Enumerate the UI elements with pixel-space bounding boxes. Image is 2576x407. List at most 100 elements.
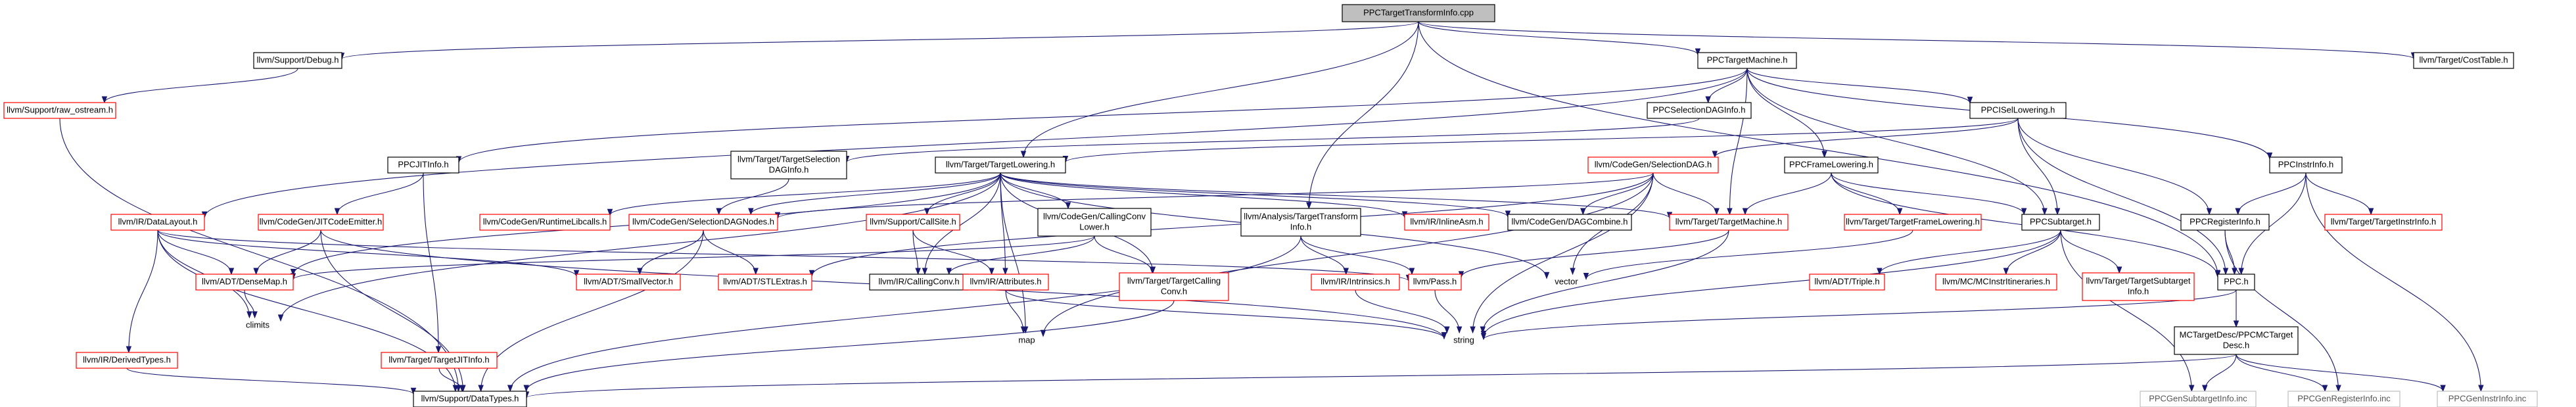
- edge-codegen_selection_dag-to-string: [1470, 172, 1654, 334]
- node-string[interactable]: string: [1444, 333, 1484, 348]
- node-debug[interactable]: llvm/Support/Debug.h: [253, 52, 342, 69]
- node-small-vector[interactable]: llvm/ADT/SmallVector.h: [576, 274, 681, 291]
- edge-frame_lowering-to-ppc_subtarget: [1831, 172, 2027, 216]
- node-selection-dag-nodes[interactable]: llvm/CodeGen/SelectionDAGNodes.h: [628, 214, 778, 231]
- node-frame-lowering[interactable]: PPCFrameLowering.h: [1784, 156, 1879, 174]
- edge-codegen_selection_dag-to-stl_extras: [808, 172, 1654, 277]
- node-ppc-subtarget[interactable]: PPCSubtarget.h: [2021, 214, 2100, 231]
- node-inline-asm[interactable]: llvm/IR/InlineAsm.h: [1404, 214, 1489, 231]
- node-box: [1342, 4, 1495, 22]
- node-analysis-tti[interactable]: llvm/Analysis/TargetTransformInfo.h: [1240, 208, 1361, 237]
- node-box: [479, 214, 611, 231]
- edge-register_info-to-gen_register_info: [2224, 229, 2341, 393]
- node-gen-subtarget-info[interactable]: PPCGenSubtargetInfo.inc: [2140, 391, 2257, 407]
- node-dense-map[interactable]: llvm/ADT/DenseMap.h: [195, 274, 294, 291]
- node-derived-types[interactable]: llvm/IR/DerivedTypes.h: [76, 352, 178, 369]
- edge-target_target_machine-to-pass: [1458, 229, 1729, 279]
- node-raw-ostream[interactable]: llvm/Support/raw_ostream.h: [3, 102, 116, 119]
- edge-frame_lowering-to-target_frame_lowering: [1831, 172, 1903, 216]
- edge-ppc_target_machine-to-selection_dag_info: [1705, 68, 1748, 104]
- edge-ppc_target_machine-to-frame_lowering: [1746, 68, 1827, 158]
- node-box: [1809, 274, 1885, 291]
- node-box: [1587, 156, 1719, 174]
- edge-target_lowering-to-ir_attributes: [1000, 172, 1008, 275]
- node-data-types[interactable]: llvm/Support/DataTypes.h: [413, 391, 527, 407]
- node-isel-lowering[interactable]: PPCISelLowering.h: [1969, 102, 2067, 119]
- edge-mc_target_desc-to-gen_subtarget_info: [2202, 354, 2237, 393]
- node-box: [866, 214, 960, 231]
- node-label: llvm/Target/TargetInstrInfo.h: [2331, 216, 2436, 226]
- node-box: [195, 274, 294, 291]
- node-box: [2140, 391, 2257, 407]
- node-ppc-target-machine[interactable]: PPCTargetMachine.h: [1697, 52, 1797, 69]
- node-stl-extras[interactable]: llvm/ADT/STLExtras.h: [718, 274, 812, 291]
- node-label: llvm/CodeGen/SelectionDAGNodes.h: [632, 216, 774, 226]
- node-target-instr-info[interactable]: llvm/Target/TargetInstrInfo.h: [2324, 214, 2443, 231]
- node-dag-combine[interactable]: llvm/CodeGen/DAGCombine.h: [1507, 214, 1632, 231]
- node-gen-register-info[interactable]: PPCGenRegisterInfo.inc: [2287, 391, 2400, 407]
- node-label: MCTargetDesc/PPCMCTarget: [2180, 329, 2293, 339]
- node-label: llvm/Target/TargetJITInfo.h: [388, 354, 489, 364]
- node-target-jit-info[interactable]: llvm/Target/TargetJITInfo.h: [381, 352, 498, 369]
- node-mc-instr-itineraries[interactable]: llvm/MC/MCInstrItineraries.h: [1935, 274, 2057, 291]
- node-jit-code-emitter[interactable]: llvm/CodeGen/JITCodeEmitter.h: [258, 214, 384, 231]
- node-ir-datalayout[interactable]: llvm/IR/DataLayout.h: [110, 214, 205, 231]
- node-ir-intrinsics[interactable]: llvm/IR/Intrinsics.h: [1311, 274, 1400, 291]
- node-vector[interactable]: vector: [1547, 274, 1586, 290]
- node-climits[interactable]: climits: [235, 318, 281, 333]
- edge-root-to-debug: [339, 21, 1419, 60]
- node-call-site[interactable]: llvm/Support/CallSite.h: [866, 214, 960, 231]
- node-label: llvm/ADT/SmallVector.h: [584, 276, 673, 286]
- node-box: [1404, 214, 1489, 231]
- edge-codegen_selection_dag-to-selection_dag_nodes: [774, 172, 1654, 220]
- node-box: [2217, 274, 2255, 291]
- node-box: [935, 156, 1066, 174]
- node-target-lowering[interactable]: llvm/Target/TargetLowering.h: [935, 156, 1066, 174]
- node-box: [2174, 326, 2299, 355]
- node-label: DAGInfo.h: [769, 164, 809, 174]
- node-box: [718, 274, 812, 291]
- node-codegen-selection-dag[interactable]: llvm/CodeGen/SelectionDAG.h: [1587, 156, 1719, 174]
- node-target-target-machine[interactable]: llvm/Target/TargetMachine.h: [1669, 214, 1789, 231]
- node-selection-dag-info[interactable]: PPCSelectionDAGInfo.h: [1647, 102, 1752, 119]
- node-ir-attributes[interactable]: llvm/IR/Attributes.h: [962, 274, 1049, 291]
- node-runtime-libcalls[interactable]: llvm/CodeGen/RuntimeLibcalls.h: [479, 214, 611, 231]
- node-label: vector: [1555, 276, 1578, 286]
- node-target-frame-lowering[interactable]: llvm/Target/TargetFrameLowering.h: [1844, 214, 1982, 231]
- edge-codegen_selection_dag-to-map: [1040, 172, 1654, 337]
- node-box: [1697, 52, 1797, 69]
- edge-instr_info-to-register_info: [2235, 172, 2307, 216]
- edge-ppc_target_machine-to-ppc_subtarget: [1746, 68, 2048, 216]
- node-ppc-h[interactable]: PPC.h: [2217, 274, 2255, 291]
- node-gen-instr-info[interactable]: PPCGenInstrInfo.inc: [2437, 391, 2538, 407]
- edge-target_lowering-to-ir_calling_conv: [922, 172, 1001, 275]
- node-cost-table[interactable]: llvm/Target/CostTable.h: [2413, 52, 2514, 69]
- node-box: [2269, 156, 2343, 174]
- node-adt-triple[interactable]: llvm/ADT/Triple.h: [1809, 274, 1885, 291]
- node-label: string: [1453, 335, 1474, 345]
- node-box: [2413, 52, 2514, 69]
- node-box: [1935, 274, 2057, 291]
- edge-target_calling_conv-to-data_types: [523, 300, 1175, 393]
- edge-ppc_target_machine-to-target_target_machine: [1727, 68, 1748, 216]
- node-label: llvm/IR/Attributes.h: [970, 276, 1041, 286]
- edge-instr_info-to-target_instr_info: [2305, 172, 2374, 216]
- edge-jit_info-to-target_jit_info: [423, 172, 442, 354]
- node-box: [1669, 214, 1789, 231]
- node-box: [1119, 272, 1229, 301]
- node-box: [1507, 214, 1632, 231]
- node-instr-info[interactable]: PPCInstrInfo.h: [2269, 156, 2343, 174]
- node-register-info[interactable]: PPCRegisterInfo.h: [2180, 214, 2270, 231]
- edge-calling_conv_lower-to-ir_calling_conv: [946, 235, 1095, 275]
- edge-isel_lowering-to-target_lowering: [1062, 118, 2019, 163]
- node-root[interactable]: PPCTargetTransformInfo.cpp: [1342, 4, 1495, 22]
- node-ir-calling-conv[interactable]: llvm/IR/CallingConv.h: [869, 274, 969, 291]
- node-map[interactable]: map: [1010, 333, 1043, 348]
- node-jit-info[interactable]: PPCJITInfo.h: [387, 156, 459, 174]
- node-pass[interactable]: llvm/Pass.h: [1408, 274, 1462, 291]
